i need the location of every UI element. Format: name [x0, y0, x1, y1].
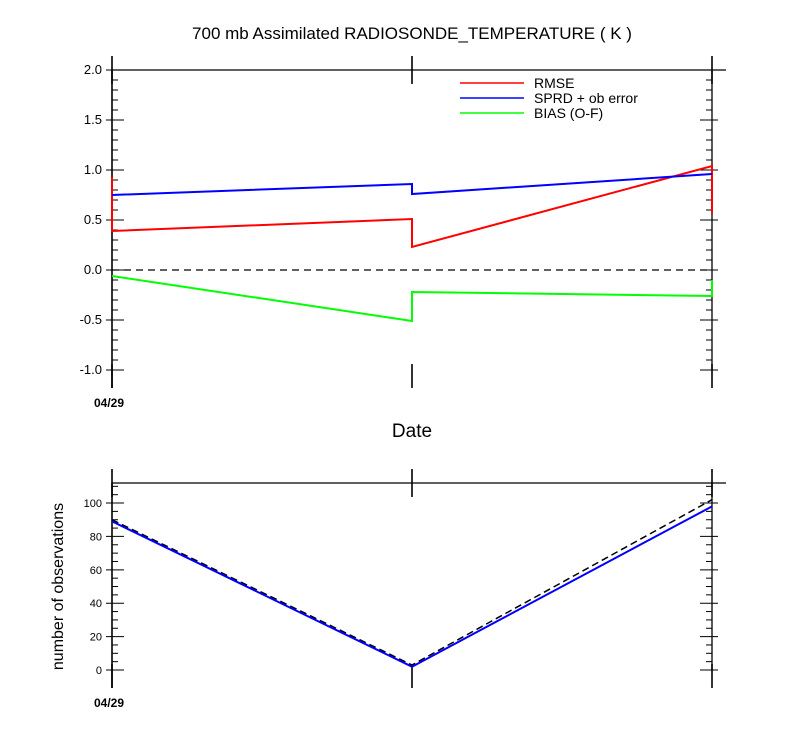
x-tick-label: 04/29	[94, 396, 124, 410]
series-line-assimilated-observations	[111, 505, 713, 668]
y-tick-label: 0.0	[84, 262, 102, 277]
y-axis-label: number of observations	[50, 503, 67, 670]
y-tick-label: 1.5	[84, 112, 102, 127]
y-tick-label: 0.5	[84, 212, 102, 227]
y-tick-label: -0.5	[80, 312, 102, 327]
observations-count-panel: 04/29 0 20 40 60 80 100 number of observations	[50, 469, 726, 710]
series-line-rmse	[111, 164, 713, 249]
y-tick-label: 20	[90, 632, 102, 644]
y-tick-label: 0	[96, 665, 102, 677]
rmse-spread-bias-panel: 04/29 -1.0 -0.5 0.0 0.5 1.0 1.5 2.0 700 mb Assim…	[80, 24, 726, 442]
y-tick-label: 2.0	[84, 62, 102, 77]
y-tick-label: 80	[90, 531, 102, 543]
x-axis-label: Date	[392, 421, 432, 442]
series-line-possible-observations	[111, 499, 713, 666]
y-tick-label: -1.0	[80, 362, 102, 377]
series-line-sprd-ob-error	[111, 173, 713, 196]
legend-label: BIAS (O-F)	[534, 105, 603, 121]
legend-label: RMSE	[534, 75, 574, 91]
y-tick-label: 60	[90, 565, 102, 577]
y-tick-label: 1.0	[84, 162, 102, 177]
chart-title: 700 mb Assimilated RADIOSONDE_TEMPERATUR…	[192, 24, 632, 43]
series-line-bias-o-f-	[111, 275, 713, 323]
legend-label: SPRD + ob error	[534, 90, 638, 106]
y-tick-label: 100	[84, 498, 102, 510]
x-tick-label: 04/29	[94, 696, 124, 710]
y-tick-label: 40	[90, 598, 102, 610]
